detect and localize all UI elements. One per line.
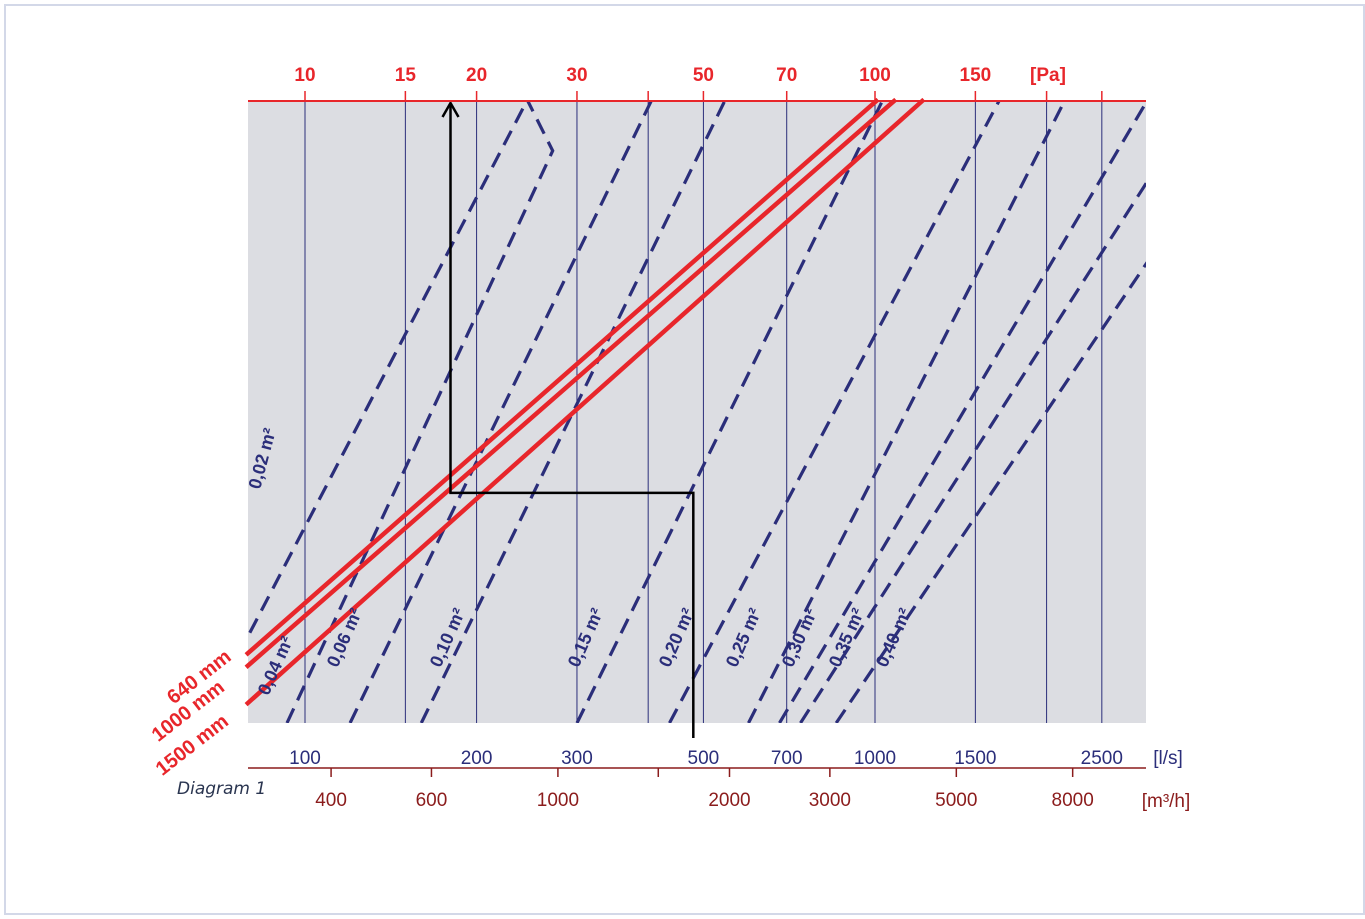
m3h-unit-label: [m³/h] (1142, 791, 1191, 812)
area-series-3 (419, 100, 727, 723)
pressure-tick-label: 100 (859, 65, 891, 86)
ls-tick-label: 1500 (954, 748, 996, 769)
ls-tick-label: 1000 (854, 748, 896, 769)
figure-frame (4, 4, 1365, 915)
pressure-tick-label: 50 (693, 65, 714, 86)
length-series-1 (244, 97, 898, 669)
m3h-tick-label: 400 (315, 790, 347, 811)
ls-tick-label: 500 (688, 748, 720, 769)
pressure-tick-label: 70 (776, 65, 797, 86)
ls-tick-label: 700 (771, 748, 803, 769)
example-path-line (449, 105, 695, 738)
area-series-7 (778, 100, 1146, 723)
axes-layer (248, 91, 1146, 777)
area-series-4 (575, 100, 884, 723)
pressure-tick-label: 30 (566, 65, 587, 86)
area-series-layer (248, 100, 1146, 723)
example-path-layer (441, 100, 695, 738)
m3h-tick-label: 2000 (708, 790, 750, 811)
area-series-1 (285, 100, 555, 723)
pressure-unit-label: [Pa] (1030, 65, 1066, 86)
ls-tick-label: 100 (289, 748, 321, 769)
m3h-tick-label: 3000 (809, 790, 851, 811)
m3h-tick-label: 8000 (1052, 790, 1094, 811)
area-series-2 (348, 100, 653, 723)
pressure-tick-label: 150 (960, 65, 992, 86)
pressure-tick-label: 10 (294, 65, 315, 86)
m3h-tick-label: 600 (416, 790, 448, 811)
length-series-2 (244, 97, 926, 707)
ls-unit-label: [l/s] (1153, 748, 1183, 769)
m3h-tick-label: 5000 (935, 790, 977, 811)
area-series-9 (834, 261, 1146, 723)
ls-tick-label: 300 (561, 748, 593, 769)
length-series-layer (244, 97, 926, 707)
plot-area (248, 101, 1146, 723)
length-series-0 (244, 97, 880, 657)
pressure-tick-label: 15 (395, 65, 417, 86)
diagram-caption: Diagram 1 (177, 779, 267, 799)
area-series-5 (668, 100, 1001, 723)
ls-tick-label: 2500 (1081, 748, 1123, 769)
example-path-arrow (441, 100, 460, 118)
pressure-tick-label: 20 (466, 65, 487, 86)
m3h-tick-label: 1000 (537, 790, 579, 811)
ls-tick-label: 200 (461, 748, 493, 769)
area-series-6 (747, 100, 1066, 723)
area-series-8 (799, 180, 1146, 723)
